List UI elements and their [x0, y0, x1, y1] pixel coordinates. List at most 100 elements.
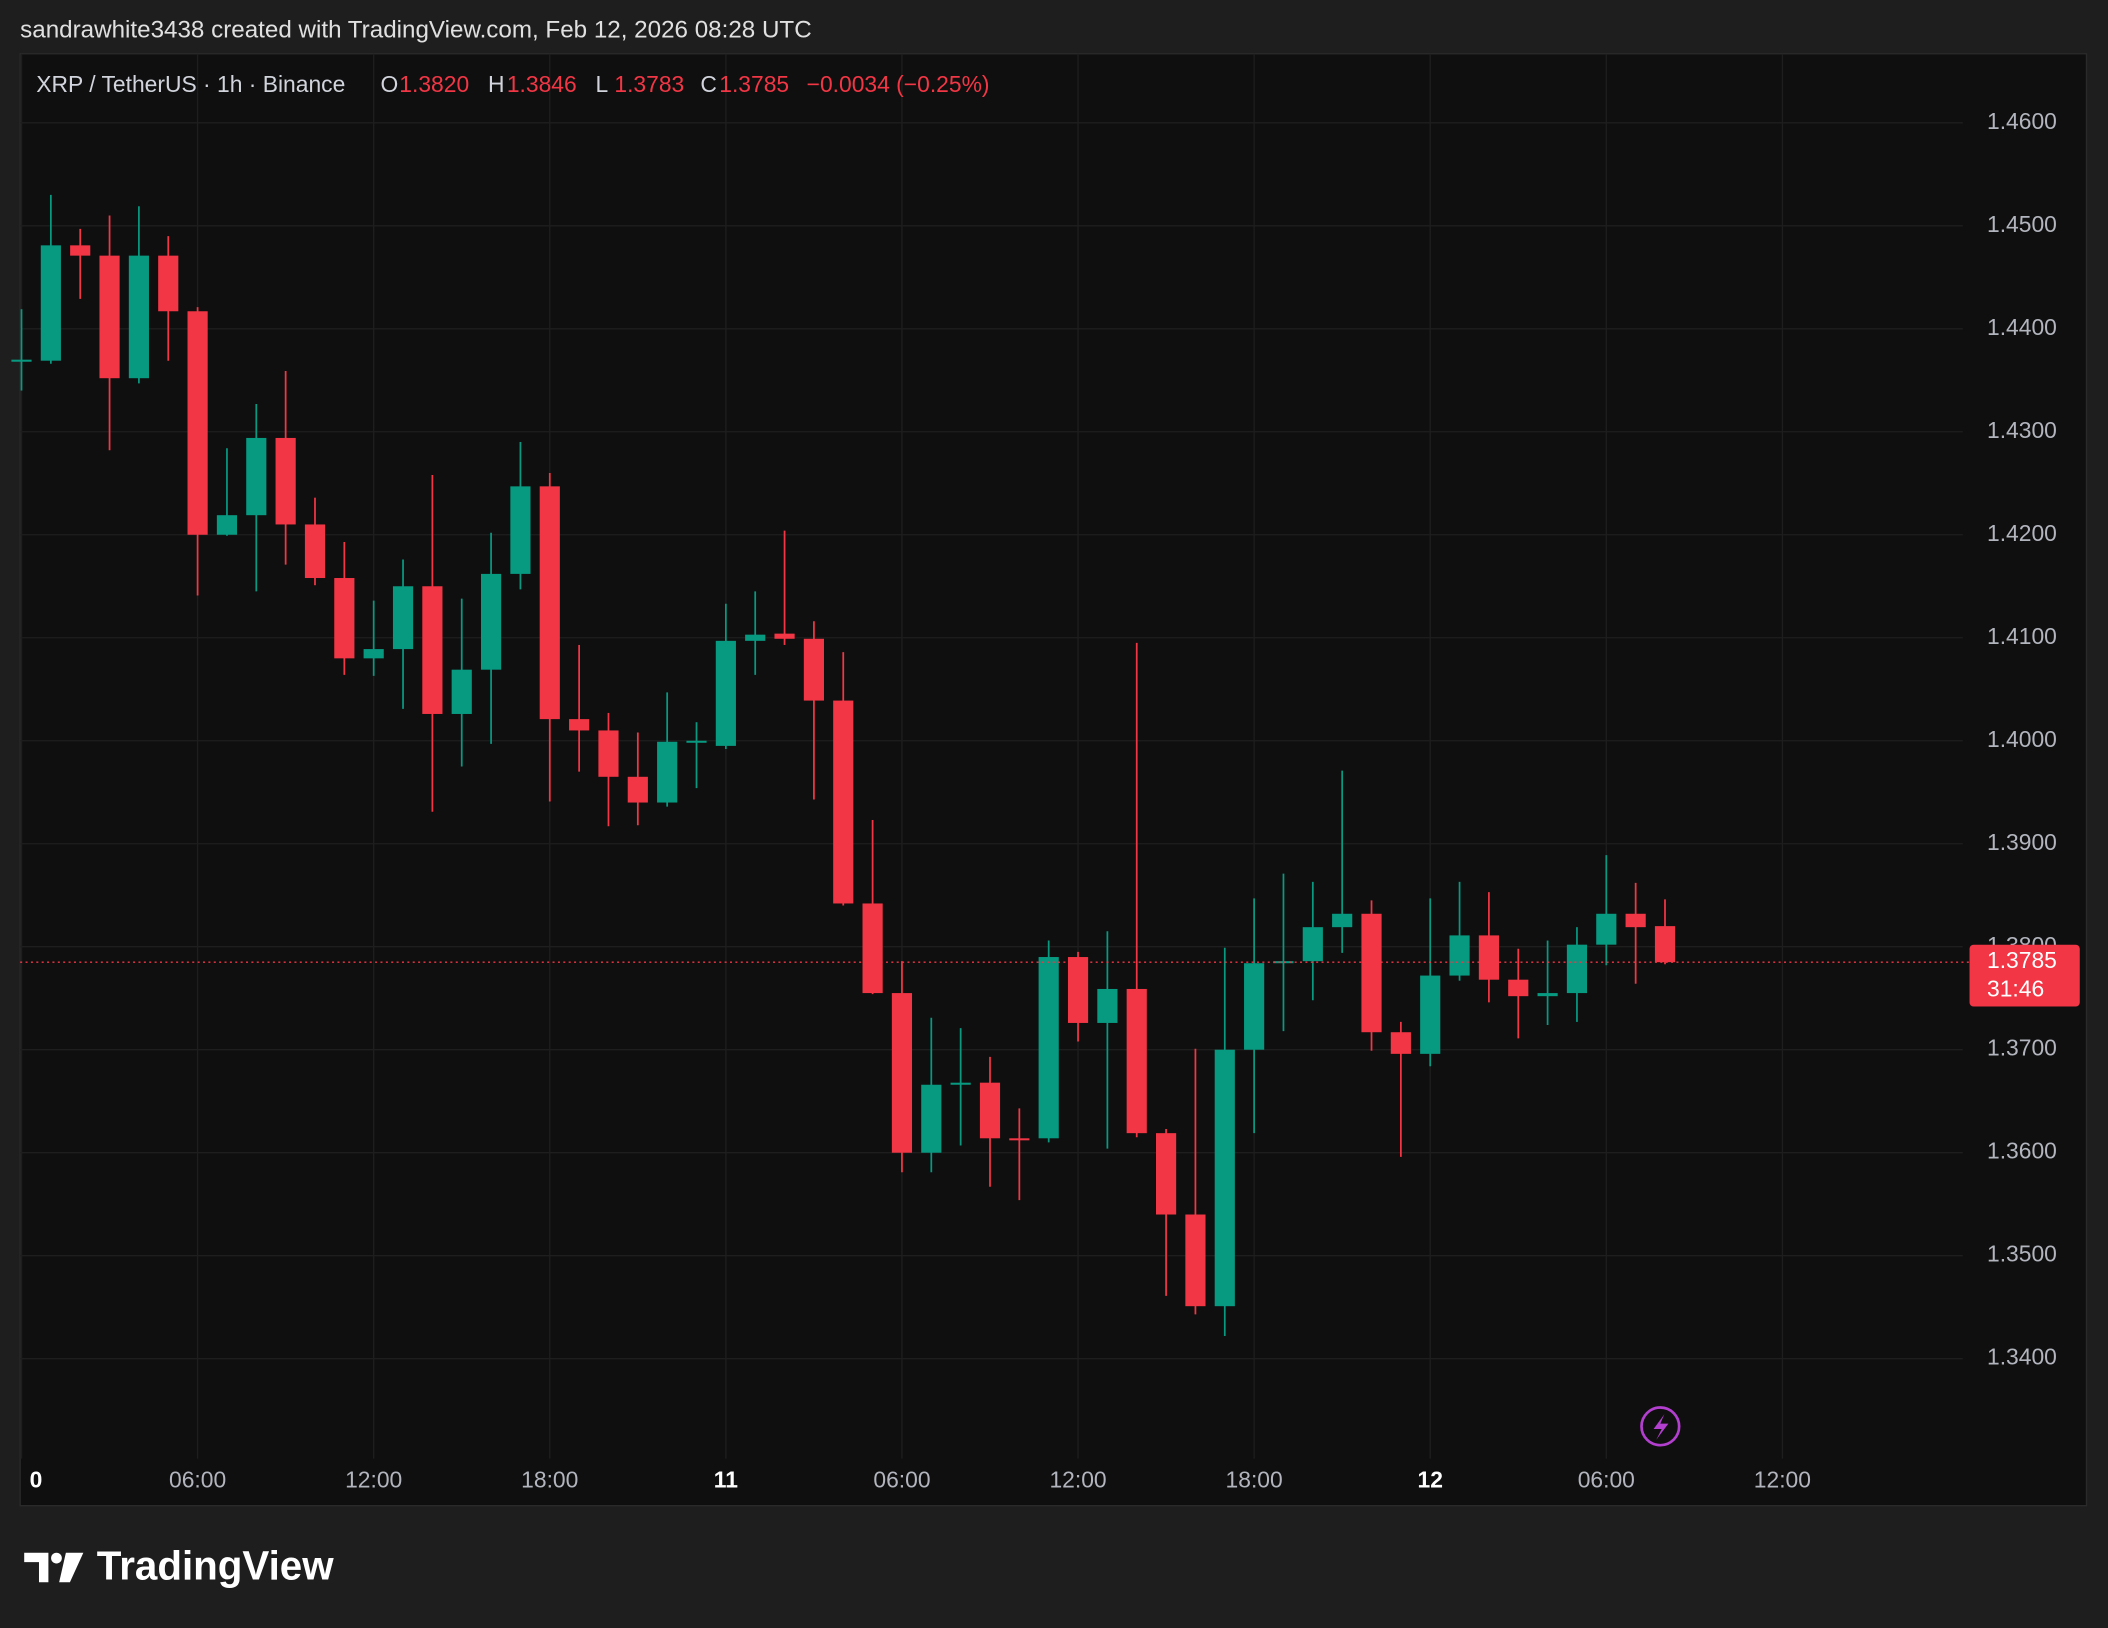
alert-icon[interactable] — [1640, 1406, 1681, 1447]
candle-body — [1537, 993, 1558, 997]
y-tick-label: 1.3900 — [1987, 829, 2057, 855]
candle-body — [246, 437, 267, 516]
candle-body — [40, 245, 61, 361]
candle-body — [1478, 935, 1499, 980]
symbol: XRP / TetherUS · 1h · Binance — [36, 71, 345, 97]
y-tick-label: 1.4400 — [1987, 314, 2057, 340]
change: −0.0034 (−0.25%) — [807, 71, 990, 97]
candle-body — [1126, 988, 1147, 1134]
candle-body — [1449, 935, 1470, 976]
y-tick-label: 1.4200 — [1987, 520, 2057, 546]
candle-body — [1420, 975, 1441, 1054]
last-price-label: 1.3785 — [1987, 947, 2057, 973]
x-tick-label: 12:00 — [1049, 1466, 1106, 1492]
legend-value: 1.3785 — [719, 71, 789, 97]
candle-body — [715, 640, 736, 746]
candle-body — [1302, 927, 1323, 962]
candle-body — [1067, 957, 1089, 1023]
candle-body — [891, 993, 913, 1153]
candle-body — [510, 486, 531, 574]
candle-body — [1009, 1138, 1030, 1141]
chart-panel — [19, 53, 2088, 1507]
candle-body — [1038, 957, 1059, 1139]
candle-body — [539, 486, 560, 720]
candle-body — [128, 255, 149, 379]
legend-label: C — [700, 71, 717, 97]
candle-body — [1566, 944, 1588, 994]
axes: 1.34001.35001.36001.37001.38001.39001.40… — [30, 108, 2080, 1492]
y-tick-label: 1.3400 — [1987, 1344, 2057, 1370]
brand: TradingView — [97, 1543, 334, 1589]
candle-body — [158, 255, 179, 312]
candle-body — [1332, 913, 1353, 928]
y-tick-label: 1.4600 — [1987, 108, 2057, 134]
candle-body — [627, 776, 648, 803]
candle-body — [1654, 926, 1676, 963]
x-tick-label: 12:00 — [345, 1466, 402, 1492]
candle-body — [392, 586, 414, 650]
candle-body — [745, 634, 766, 641]
legend-label: H — [488, 71, 505, 97]
y-tick-label: 1.3700 — [1987, 1035, 2057, 1061]
legend-value: 1.3783 — [614, 71, 684, 97]
candle-body — [216, 515, 238, 535]
candle-body — [422, 586, 443, 714]
last-price-box — [1969, 944, 2080, 1007]
candle-body — [774, 633, 795, 639]
x-tick-label: 18:00 — [521, 1466, 578, 1492]
brand-logo — [24, 1552, 84, 1583]
candle-body — [99, 255, 120, 379]
candle-body — [1097, 988, 1118, 1023]
x-tick-label: 0 — [30, 1466, 43, 1492]
legend-value: 1.3820 — [399, 71, 469, 97]
candle-body — [833, 700, 854, 904]
legend-label: L — [596, 71, 609, 97]
x-tick-label: 11 — [714, 1466, 738, 1492]
candle-body — [1625, 913, 1646, 928]
legend-label: O — [380, 71, 398, 97]
legend-value: 1.3846 — [507, 71, 577, 97]
candle-body — [1155, 1133, 1177, 1215]
candle-body — [11, 359, 32, 362]
candle-body — [686, 740, 707, 743]
candle-body — [451, 669, 472, 714]
attribution: sandrawhite3438 created with TradingView… — [20, 16, 812, 43]
candle-body — [862, 903, 883, 994]
candle-body — [1214, 1049, 1235, 1307]
candle-body — [187, 311, 208, 535]
candle-body — [1390, 1032, 1411, 1054]
x-tick-label: 12 — [1418, 1466, 1443, 1492]
candle-body — [950, 1082, 971, 1085]
candle-body — [803, 638, 824, 701]
candle-body — [334, 578, 355, 659]
x-tick-label: 18:00 — [1226, 1466, 1283, 1492]
ohlc-legend: O 1.3820 H 1.3846 L 1.3783 C 1.3785 — [380, 71, 789, 97]
x-tick-label: 06:00 — [169, 1466, 226, 1492]
candle-body — [1273, 961, 1294, 964]
candle-body — [657, 741, 678, 803]
y-tick-label: 1.4000 — [1987, 726, 2057, 752]
candles — [11, 194, 1970, 1337]
x-tick-label: 06:00 — [1578, 1466, 1635, 1492]
candle-body — [1185, 1214, 1206, 1307]
candle-body — [598, 730, 619, 777]
y-tick-label: 1.4500 — [1987, 211, 2057, 237]
candle-body — [1508, 979, 1529, 997]
y-tick-label: 1.3600 — [1987, 1138, 2057, 1164]
candle-body — [70, 245, 91, 256]
candle-body — [921, 1084, 942, 1153]
candle-body — [1244, 963, 1265, 1050]
y-tick-label: 1.4300 — [1987, 417, 2057, 443]
x-tick-label: 12:00 — [1754, 1466, 1811, 1492]
candle-body — [979, 1082, 1001, 1139]
candle-body — [275, 437, 296, 525]
candle-body — [1361, 913, 1382, 1033]
x-tick-label: 06:00 — [873, 1466, 930, 1492]
candle-body — [569, 719, 590, 731]
y-tick-label: 1.4100 — [1987, 623, 2057, 649]
candle-body — [363, 649, 384, 659]
y-tick-label: 1.3500 — [1987, 1241, 2057, 1267]
candle-body — [480, 573, 502, 670]
